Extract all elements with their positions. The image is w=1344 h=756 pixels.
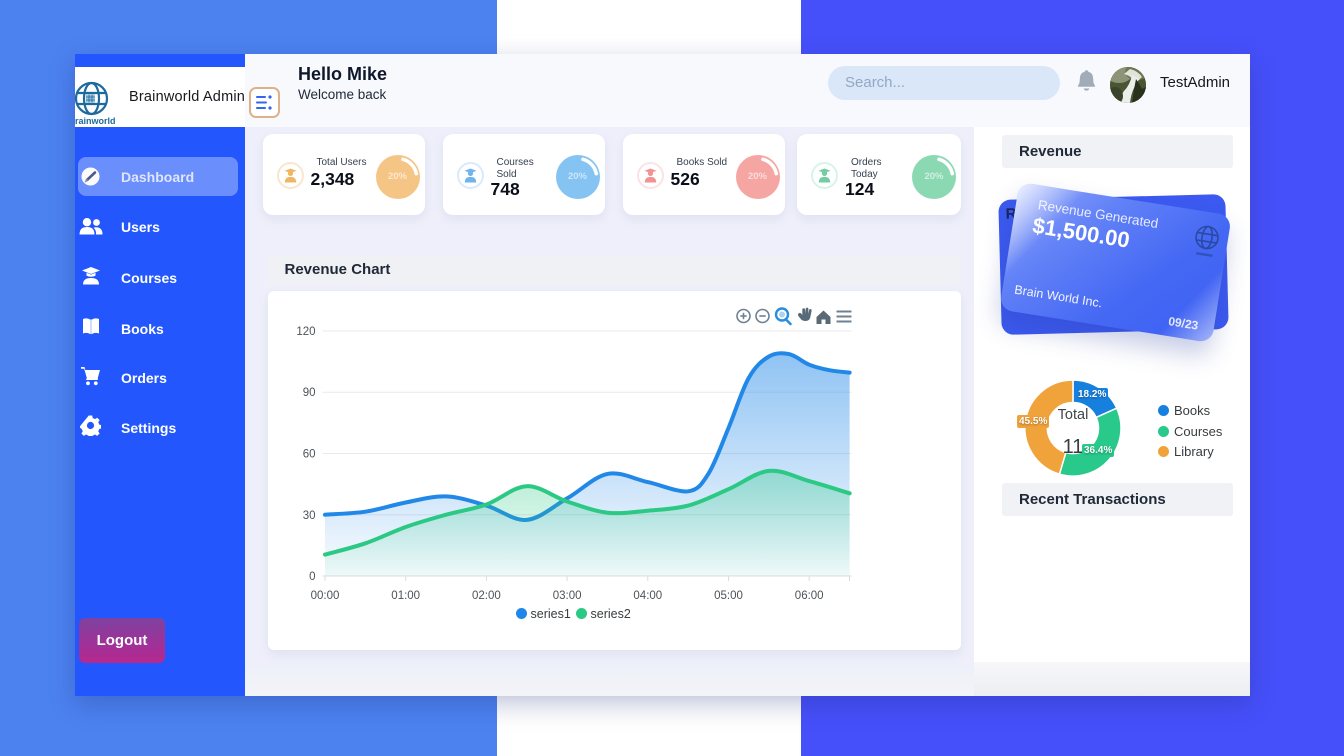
svg-text:04:00: 04:00 — [633, 590, 662, 602]
svg-text:Total: Total — [1058, 407, 1089, 423]
svg-text:11: 11 — [1063, 436, 1084, 458]
svg-text:01:00: 01:00 — [391, 590, 420, 602]
svg-text:03:00: 03:00 — [552, 590, 581, 602]
svg-text:120: 120 — [296, 326, 315, 338]
svg-text:30: 30 — [302, 510, 315, 522]
svg-text:0: 0 — [309, 571, 315, 583]
svg-text:series2: series2 — [590, 607, 630, 621]
svg-text:02:00: 02:00 — [472, 590, 501, 602]
svg-text:05:00: 05:00 — [714, 590, 743, 602]
svg-text:60: 60 — [302, 449, 315, 461]
svg-text:06:00: 06:00 — [794, 590, 823, 602]
svg-text:90: 90 — [302, 387, 315, 399]
svg-text:series1: series1 — [530, 607, 570, 621]
svg-text:00:00: 00:00 — [310, 590, 339, 602]
